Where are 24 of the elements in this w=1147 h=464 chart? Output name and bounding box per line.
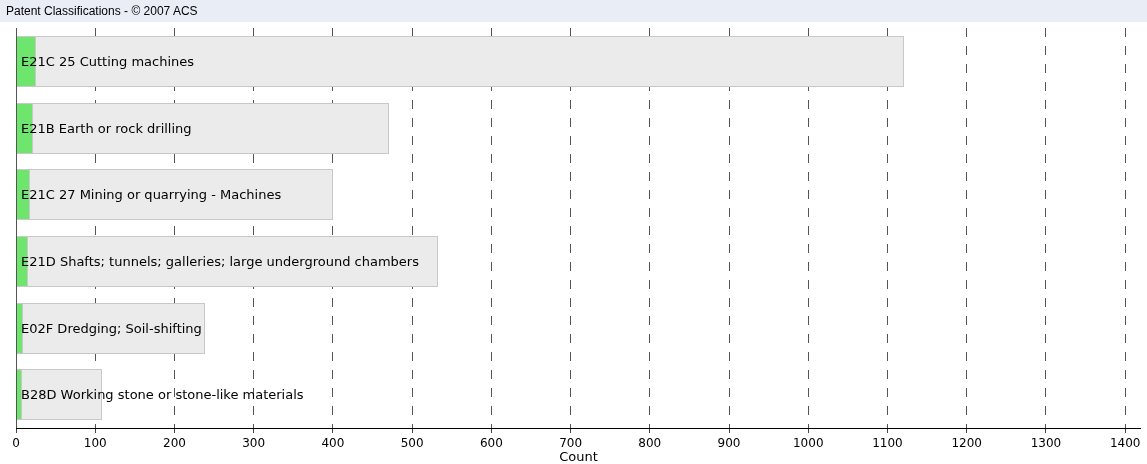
x-tick-label: 1100: [872, 436, 903, 451]
x-tick-label: 100: [83, 436, 107, 451]
x-tick-label: 400: [321, 436, 345, 451]
y-tick-label: E02F Dredging; Soil-shifting: [21, 321, 202, 336]
x-tick-label: 0: [12, 436, 20, 451]
x-tick-label: 1200: [951, 436, 982, 451]
y-tick-label: B28D Working stone or stone-like materials: [21, 387, 304, 402]
bar: [21, 302, 206, 354]
x-axis-title: Count: [559, 449, 598, 464]
x-tick-label: 500: [400, 436, 424, 451]
x-tick-label: 600: [479, 436, 503, 451]
x-tick-label: 1400: [1109, 436, 1141, 451]
x-tick-label: 900: [717, 436, 741, 451]
y-tick-label: E21C 27 Mining or quarrying - Machines: [21, 187, 282, 202]
chart-title: Patent Classifications - © 2007 ACS: [0, 0, 1147, 22]
x-tick-label: 200: [163, 436, 186, 451]
x-tick-label: 800: [638, 436, 662, 451]
x-tick-label: 700: [559, 436, 583, 451]
x-tick-label: 1000: [792, 436, 824, 451]
y-tick-label: E21D Shafts; tunnels; galleries; large underground chambers: [21, 254, 420, 269]
x-tick-label: 1300: [1030, 436, 1062, 451]
x-tick-label: 300: [242, 436, 266, 451]
y-tick-label: E21B Earth or rock drilling: [21, 121, 192, 136]
y-tick-label: E21C 25 Cutting machines: [21, 54, 195, 69]
